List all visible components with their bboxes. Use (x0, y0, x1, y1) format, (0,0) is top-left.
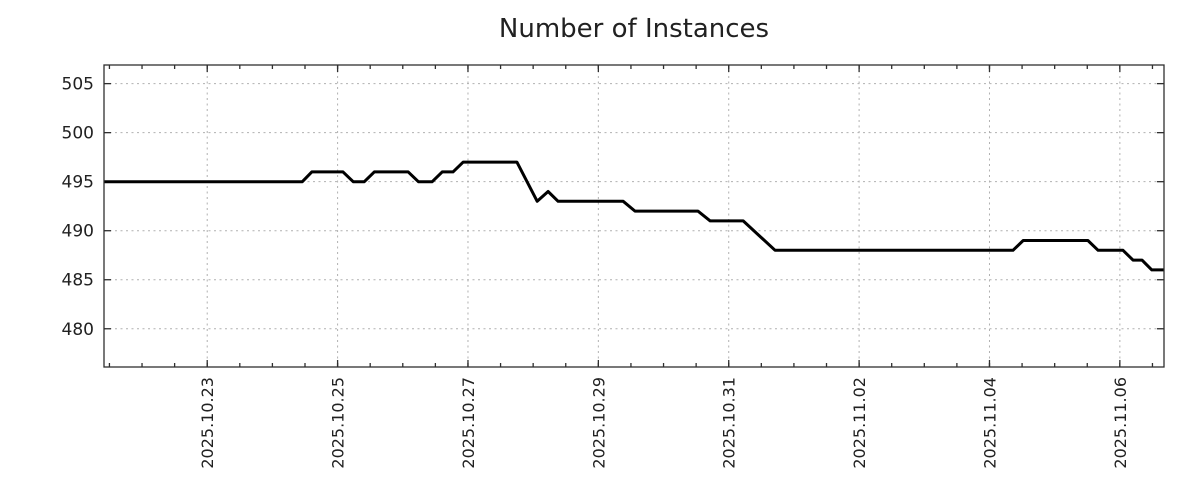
x-tick-label: 2025.10.23 (198, 377, 217, 469)
axis-ticks (104, 65, 1164, 367)
data-series (104, 160, 1164, 272)
x-tick-label: 2025.11.04 (980, 377, 999, 469)
axis-labels: 480 485 490 495 500 505 2025.10.23 2025.10.25 20… (62, 75, 1130, 469)
plot-border (103, 64, 1165, 368)
x-tick-label: 2025.11.02 (850, 377, 869, 469)
series-line-instances (104, 160, 1164, 272)
y-tick-label: 485 (62, 271, 94, 291)
x-tick-label: 2025.10.25 (329, 377, 348, 469)
y-tick-label: 505 (62, 75, 94, 95)
x-tick-label: 2025.10.27 (459, 377, 478, 469)
x-tick-label: 2025.10.29 (589, 377, 608, 469)
x-tick-label: 2025.10.31 (720, 377, 739, 469)
x-tick-label: 2025.11.06 (1111, 377, 1130, 469)
y-tick-label: 490 (62, 222, 94, 242)
chart-title: Number of Instances (499, 14, 769, 44)
y-tick-label: 500 (62, 124, 94, 144)
y-tick-label: 480 (62, 320, 94, 340)
grid-lines (104, 65, 1164, 367)
y-tick-label: 495 (62, 173, 94, 193)
